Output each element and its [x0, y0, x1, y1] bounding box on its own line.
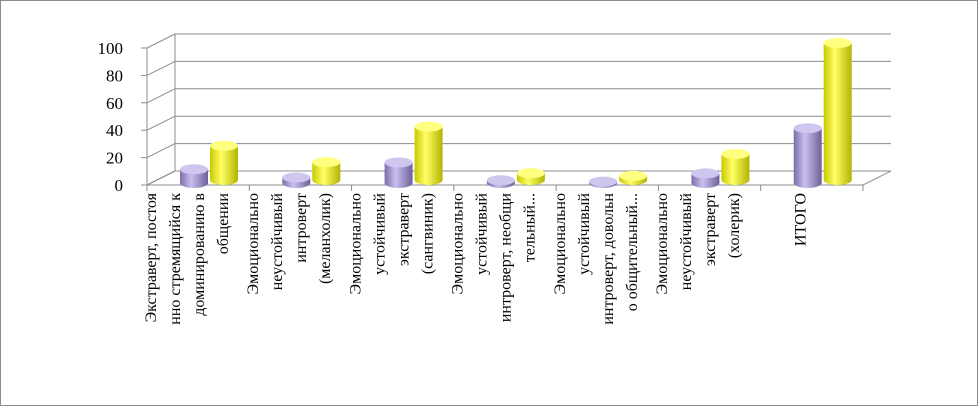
category-label-line: Эмоционально — [450, 193, 467, 294]
category-label-line: устойчивый — [576, 193, 593, 275]
bar-top — [486, 175, 515, 186]
category-label: Экстраверт, постоя нно стремящийся к домин… — [143, 192, 232, 324]
category-label: Эмоционально устойчивый интроверт, необщи т… — [450, 193, 539, 323]
y-tick-label: 0 — [115, 176, 124, 195]
category-label-line: интроверт, необщи — [498, 193, 515, 323]
category-label-line: нно стремящийся к — [167, 193, 184, 325]
y-tick-labels: 0 20 40 60 80 100 — [98, 39, 124, 195]
category-labels: Экстраверт, постоя нно стремящийся к домин… — [143, 192, 810, 324]
category-label-line: неустойчивый — [269, 193, 286, 291]
bar-top — [516, 168, 545, 179]
bar — [793, 123, 822, 188]
y-tick-label: 60 — [106, 94, 123, 113]
bar-top — [210, 140, 238, 151]
category-label-line: доминированию в — [191, 193, 208, 316]
y-tick-label: 40 — [106, 121, 123, 140]
bar — [414, 121, 443, 185]
gridlines — [146, 33, 891, 186]
bar-top — [282, 172, 311, 183]
category-label: Эмоционально неустойчивый интроверт (меланх… — [245, 193, 334, 295]
bar-body — [823, 43, 852, 185]
category-label-line: устойчивый — [474, 193, 491, 275]
y-tick-label: 20 — [106, 149, 123, 168]
bar — [823, 38, 852, 185]
bar-top — [691, 168, 720, 179]
category-label: Эмоционально неустойчивый экстраверт (холер… — [654, 193, 743, 295]
bar-body — [793, 128, 822, 188]
bar — [180, 164, 208, 188]
category-label-line: интроверт, довольн — [600, 193, 617, 325]
bar-body — [414, 126, 443, 185]
gridline-side — [146, 33, 176, 49]
bar-body — [721, 153, 750, 185]
category-label-line: экстраверт — [395, 193, 412, 266]
category-label-line: (холерик) — [726, 193, 743, 258]
category-label-line: (сангвиник) — [419, 193, 436, 274]
category-label-line: Экстраверт, постоя — [143, 192, 160, 322]
category-label-line: экстраверт — [702, 193, 719, 266]
gridline-side — [146, 115, 176, 131]
bar-body — [180, 169, 208, 188]
bar-top — [384, 157, 413, 168]
bars — [180, 38, 852, 188]
bar-body — [384, 162, 413, 188]
gridline-side — [146, 60, 176, 76]
gridline-side — [146, 88, 176, 104]
bar — [691, 168, 720, 188]
bar — [516, 168, 545, 185]
bar — [589, 176, 618, 188]
category-label-line: о общительный... — [624, 193, 641, 311]
y-tick-label: 100 — [98, 39, 124, 58]
bar-top — [589, 176, 618, 187]
bar-top — [823, 38, 852, 48]
bar-top — [312, 157, 341, 168]
category-label-line: неустойчивый — [678, 193, 695, 291]
gridline-side — [146, 143, 176, 159]
category-label: Эмоционально устойчивый экстраверт (сангвин… — [347, 193, 436, 295]
chart-floor — [146, 170, 892, 186]
category-label-line: Эмоционально — [347, 193, 364, 294]
bar — [486, 175, 515, 188]
category-label-line: Эмоционально — [245, 193, 262, 294]
bar-top — [180, 164, 208, 175]
category-label-line: тельный... — [522, 193, 539, 262]
bar-body — [312, 162, 341, 185]
category-label-line: ИТОГО — [793, 193, 810, 246]
bar — [210, 140, 238, 185]
category-label-line: Эмоционально — [552, 193, 569, 294]
bar-top — [619, 170, 648, 181]
bar-top — [414, 121, 443, 132]
bar-top — [721, 148, 750, 159]
category-label: Эмоционально устойчивый интроверт, довольн… — [552, 193, 641, 325]
category-label-line: общении — [215, 193, 232, 255]
category-label-line: (меланхолик) — [317, 193, 334, 284]
category-label: ИТОГО — [793, 193, 810, 246]
axes — [141, 34, 892, 191]
category-label-line: устойчивый — [371, 193, 388, 275]
bar — [721, 148, 750, 185]
category-label-line: интроверт — [293, 193, 310, 263]
bar — [384, 157, 413, 188]
category-label-line: Эмоционально — [654, 193, 671, 294]
bar-top — [793, 123, 822, 134]
bar — [312, 157, 341, 185]
bar — [282, 172, 311, 188]
y-tick-label: 80 — [106, 66, 123, 85]
bar-body — [210, 145, 238, 185]
bar — [619, 170, 648, 185]
